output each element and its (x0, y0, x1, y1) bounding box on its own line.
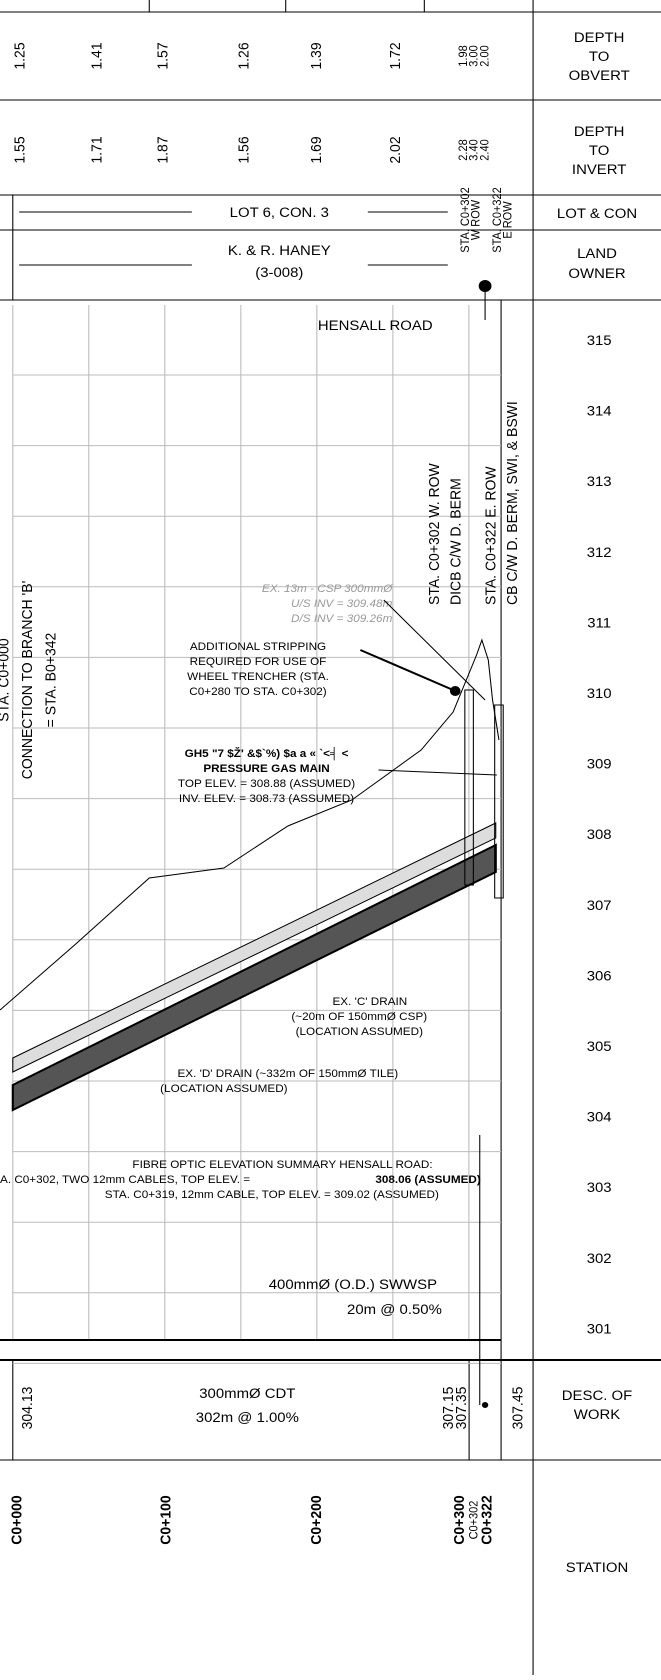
depth-value: 1.72 (387, 42, 404, 69)
row-label: TO (589, 143, 609, 158)
row-label: INVERT (572, 162, 627, 177)
fibre-note: FIBRE OPTIC ELEVATION SUMMARY HENSALL RO… (132, 1159, 432, 1171)
csp-note: D/S INV = 309.26m (291, 613, 392, 625)
sewer-note: 20m @ 0.50% (347, 1302, 442, 1317)
drain-note: (~20m OF 150mmØ CSP) (291, 1011, 427, 1023)
elevation-label: 311 (587, 616, 611, 631)
drain-note: (LOCATION ASSUMED) (160, 1083, 288, 1095)
elevation-label: 302 (587, 1251, 612, 1266)
depth-value: 1.41 (89, 42, 106, 69)
station-label: C0+100 (158, 1495, 175, 1544)
row-label: LAND (577, 246, 617, 261)
depth-value: 2.02 (387, 136, 404, 163)
profile-sheet: 1.251.411.571.261.391.721.983.002.00DEPT… (0, 0, 661, 1675)
elevation-label: 303 (587, 1181, 612, 1196)
elevation-label: 301 (587, 1322, 612, 1337)
fibre-note: A. C0+302, TWO 12mm CABLES, TOP ELEV. = (0, 1174, 250, 1186)
stripping-note: WHEEL TRENCHER (STA. (187, 671, 329, 683)
depth-value: 1.87 (155, 136, 172, 163)
row-label: LOT & CON (557, 206, 637, 221)
depth-value: 1.26 (236, 42, 253, 69)
work-text: 302m @ 1.00% (196, 1410, 299, 1425)
depth-value: 1.39 (309, 42, 326, 69)
lot-text: LOT 6, CON. 3 (230, 205, 329, 220)
station-label: C0+300 (451, 1495, 468, 1544)
elevation-label: 310 (587, 686, 612, 701)
elevation-label: 315 (587, 333, 612, 348)
station-label: C0+322 (479, 1495, 496, 1544)
row-label: TO (589, 49, 609, 64)
drain-note: (LOCATION ASSUMED) (296, 1026, 424, 1038)
sta-label: CONNECTION TO BRANCH 'B' (20, 581, 37, 780)
drain-note: EX. 'D' DRAIN (~332m OF 150mmØ TILE) (177, 1068, 398, 1080)
drain-note: EX. 'C' DRAIN (332, 996, 407, 1008)
gas-note: PRESSURE GAS MAIN (203, 763, 329, 775)
row-note: STA. C0+302 W. ROW (427, 463, 444, 605)
elevation-label: 308 (587, 828, 612, 843)
gas-note: TOP ELEV. = 308.88 (ASSUMED) (178, 778, 355, 790)
row-label: WORK (574, 1407, 621, 1422)
row-note: CB C/W D. BERM, SWI, & BSWI (505, 401, 522, 605)
sewer-note: 400mmØ (O.D.) SWWSP (269, 1277, 437, 1292)
csp-note: U/S INV = 309.48m (291, 598, 392, 610)
csp-note: EX. 13m - CSP 300mmØ (262, 583, 394, 595)
row-label: DEPTH (574, 30, 625, 45)
stripping-note: ADDITIONAL STRIPPING (190, 641, 326, 653)
elev-value: 304.13 (20, 1387, 37, 1430)
row-label: OBVERT (569, 68, 630, 83)
owner-text: (3-008) (255, 265, 303, 280)
stripping-note: C0+280 TO STA. C0+302) (189, 686, 327, 698)
elevation-label: 313 (587, 475, 612, 490)
row-note: DICB C/W D. BERM (448, 478, 465, 605)
road-label: HENSALL ROAD (318, 318, 433, 333)
stripping-note: REQUIRED FOR USE OF (190, 656, 327, 668)
row-label: OWNER (568, 266, 625, 281)
fibre-note: STA. C0+319, 12mm CABLE, TOP ELEV. = 309… (105, 1189, 439, 1201)
fibre-note: 308.06 (ASSUMED) (375, 1174, 481, 1186)
elevation-label: 314 (587, 404, 612, 419)
sta-label: = STA. B0+342 (43, 633, 60, 728)
station-label: C0+200 (309, 1495, 326, 1544)
sta-label: STA. C0+000 (0, 638, 13, 721)
elev-value: 307.35 (454, 1387, 471, 1430)
depth-value: 1.25 (12, 42, 29, 69)
sta-label: W ROW (470, 200, 482, 241)
depth-value: 2.00 (479, 45, 491, 66)
gas-note: GH5 "7 $Ž' &$`%) $a a « `<╡ < (185, 746, 349, 761)
depth-value: 2.40 (479, 139, 491, 160)
row-label: DEPTH (574, 124, 625, 139)
elevation-label: 307 (587, 898, 612, 913)
row-label: DESC. OF (562, 1388, 633, 1403)
row-note: STA. C0+322 E. ROW (483, 466, 500, 605)
depth-value: 1.55 (12, 136, 29, 163)
station-label: C0+000 (9, 1495, 26, 1544)
depth-value: 1.57 (155, 42, 172, 69)
gas-note: INV. ELEV. = 308.73 (ASSUMED) (179, 793, 355, 805)
work-text: 300mmØ CDT (199, 1386, 295, 1401)
profile-lines (0, 212, 503, 1408)
depth-value: 1.71 (89, 136, 106, 163)
row-label: STATION (566, 1560, 628, 1575)
depth-value: 1.56 (236, 136, 253, 163)
elevation-label: 312 (587, 545, 612, 560)
elevation-label: 306 (587, 969, 612, 984)
elevation-label: 309 (587, 757, 612, 772)
depth-value: 1.69 (309, 136, 326, 163)
owner-text: K. & R. HANEY (228, 243, 331, 258)
elev-value: 307.45 (510, 1387, 527, 1430)
elevation-label: 304 (587, 1110, 612, 1125)
elevation-label: 305 (587, 1039, 612, 1054)
sta-label: E ROW (502, 201, 514, 239)
